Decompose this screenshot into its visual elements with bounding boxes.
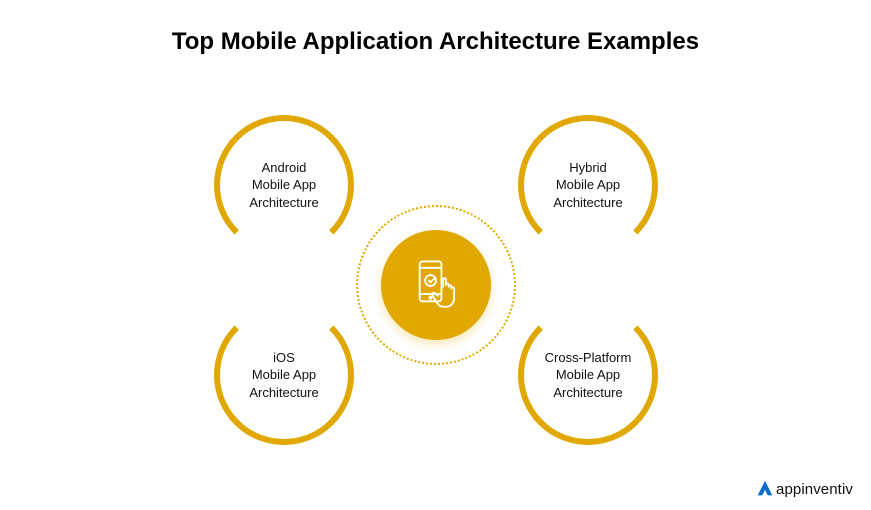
circle-hybrid: HybridMobile AppArchitecture (518, 115, 658, 255)
circle-label: HybridMobile AppArchitecture (553, 159, 622, 212)
circle-label: iOSMobile AppArchitecture (249, 349, 318, 402)
center-circle (381, 230, 491, 340)
circle-android: AndroidMobile AppArchitecture (214, 115, 354, 255)
brand-logo: appinventiv (754, 478, 853, 500)
architecture-diagram: AndroidMobile AppArchitecture HybridMobi… (0, 90, 871, 480)
circle-label: Cross-PlatformMobile AppArchitecture (545, 349, 632, 402)
logo-mark-icon (754, 478, 776, 500)
circle-label: AndroidMobile AppArchitecture (249, 159, 318, 212)
center-node (356, 205, 516, 365)
logo-text: appinventiv (776, 481, 853, 498)
page-title: Top Mobile Application Architecture Exam… (0, 0, 871, 56)
circle-ios: iOSMobile AppArchitecture (214, 305, 354, 445)
phone-touch-icon (407, 256, 465, 314)
circle-crossplatform: Cross-PlatformMobile AppArchitecture (518, 305, 658, 445)
